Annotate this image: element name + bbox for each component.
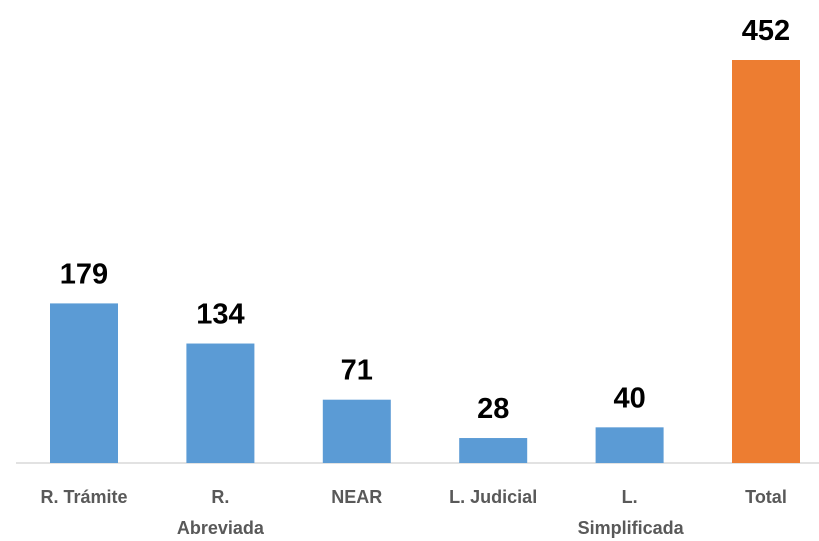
data-label: 28 xyxy=(477,393,509,425)
bar xyxy=(459,438,528,463)
x-tick-label: L. Simplificada xyxy=(577,487,684,538)
bar xyxy=(595,427,664,463)
bar xyxy=(50,303,118,463)
data-label: 134 xyxy=(196,299,244,331)
x-tick-label: R. Trámite xyxy=(40,487,128,507)
data-label: 40 xyxy=(613,382,645,414)
x-tick-label: Total xyxy=(745,487,787,507)
data-label: 452 xyxy=(742,15,790,47)
x-tick-label: L. Judicial xyxy=(449,487,538,507)
data-label: 179 xyxy=(60,258,108,290)
bar xyxy=(186,343,255,463)
x-tick-label: R. Abreviada xyxy=(176,487,264,538)
bar xyxy=(322,399,391,463)
bar xyxy=(732,60,800,463)
data-label: 71 xyxy=(341,355,373,387)
x-tick-label: NEAR xyxy=(331,487,383,507)
